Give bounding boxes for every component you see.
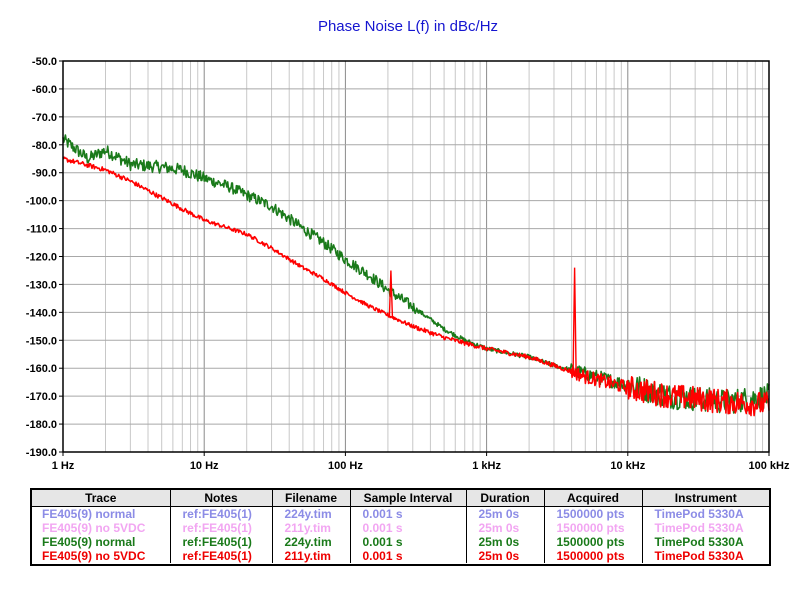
legend-row: FE405(9) normal ref:FE405(1) 224y.tim 0.001… (32, 535, 769, 549)
legend-cell: 211y.tim (272, 521, 351, 535)
x-tick-label: 100 Hz (328, 460, 363, 472)
legend-cell: 224y.tim (272, 506, 351, 521)
x-axis: 1 Hz 10 Hz 100 Hz 1 kHz 10 kHz 100 kHz (52, 452, 790, 472)
trace-legend-table: Trace Notes Filename Sample Interval Dur… (30, 488, 771, 566)
legend-cell: 0.001 s (350, 506, 467, 521)
legend-cell: TimePod 5330A (654, 507, 744, 521)
legend-cell: FE405(9) normal (32, 506, 171, 521)
y-tick-label: -130.0 (26, 279, 57, 291)
y-tick-label: -190.0 (26, 447, 57, 459)
y-tick-label: -60.0 (32, 84, 57, 96)
y-tick-label: -100.0 (26, 196, 57, 208)
legend-cell: 1500000 pts (544, 549, 643, 563)
legend-cell: 0.001 s (350, 521, 467, 535)
legend-cell: TimePod 5330A (654, 549, 744, 563)
y-tick-label: -70.0 (32, 112, 57, 124)
legend-cell: 0.001 s (350, 535, 467, 549)
legend-cell: 25m 0s (466, 521, 545, 535)
legend-cell: ref:FE405(1) (170, 535, 273, 549)
legend-row: FE405(9) normal ref:FE405(1) 224y.tim 0.001… (32, 506, 769, 521)
x-tick-label: 1 Hz (52, 460, 75, 472)
y-tick-label: -110.0 (26, 224, 57, 236)
x-tick-label: 10 kHz (610, 460, 645, 472)
y-tick-label: -150.0 (26, 335, 57, 347)
y-tick-label: -160.0 (26, 363, 57, 375)
legend-cell: TimePod 5330A (654, 521, 744, 535)
x-tick-label: 100 kHz (749, 460, 790, 472)
y-tick-label: -90.0 (32, 168, 57, 180)
spur-mark (388, 270, 394, 317)
legend-cell: 1500000 pts (544, 535, 643, 549)
header-filename: Filename (272, 490, 351, 507)
x-tick-label: 1 kHz (472, 460, 501, 472)
header-trace: Trace (32, 490, 171, 507)
legend-cell: ref:FE405(1) (170, 549, 273, 563)
legend-cell: TimePod 5330A (654, 535, 744, 549)
y-axis: -50.0 -60.0 -70.0 -80.0 -90.0 -100.0 -110.0 -12… (26, 56, 63, 459)
series-group (62, 134, 770, 417)
header-duration: Duration (466, 490, 545, 507)
legend-cell: FE405(9) no 5VDC (32, 521, 171, 535)
legend-cell: 211y.tim (272, 549, 351, 563)
legend-cell: 25m 0s (466, 506, 545, 521)
y-tick-label: -180.0 (26, 419, 57, 431)
legend-row: FE405(9) no 5VDC ref:FE405(1) 211y.tim 0.00… (32, 549, 769, 563)
header-notes: Notes (170, 490, 273, 507)
phase-noise-plot: -50.0 -60.0 -70.0 -80.0 -90.0 -100.0 -110.0 -12… (26, 56, 790, 472)
legend-row: FE405(9) no 5VDC ref:FE405(1) 211y.tim 0.00… (32, 521, 769, 535)
legend-cell: ref:FE405(1) (170, 521, 273, 535)
header-instrument: Instrument (642, 490, 769, 507)
y-tick-label: -50.0 (32, 56, 57, 68)
legend-cell: 1500000 pts (544, 521, 643, 535)
legend-header-row: Trace Notes Filename Sample Interval Dur… (32, 490, 769, 507)
legend-cell: 25m 0s (466, 535, 545, 549)
spur-mark (572, 267, 577, 373)
legend-cell: 224y.tim (272, 535, 351, 549)
legend-cell: 0.001 s (350, 549, 467, 563)
y-tick-label: -120.0 (26, 252, 57, 264)
series-line-1 (62, 156, 770, 417)
legend-cell: FE405(9) normal (32, 535, 171, 549)
header-sample-interval: Sample Interval (350, 490, 467, 507)
y-tick-label: -80.0 (32, 140, 57, 152)
legend-cell: ref:FE405(1) (170, 506, 273, 521)
legend-cell: 1500000 pts (544, 506, 643, 521)
chart-title: Phase Noise L(f) in dBc/Hz (317, 18, 499, 35)
y-tick-label: -170.0 (26, 391, 57, 403)
header-acquired: Acquired (544, 490, 643, 507)
x-tick-label: 10 Hz (190, 460, 219, 472)
legend-cell: FE405(9) no 5VDC (32, 549, 171, 563)
y-tick-label: -140.0 (26, 307, 57, 319)
legend-cell: 25m 0s (466, 549, 545, 563)
